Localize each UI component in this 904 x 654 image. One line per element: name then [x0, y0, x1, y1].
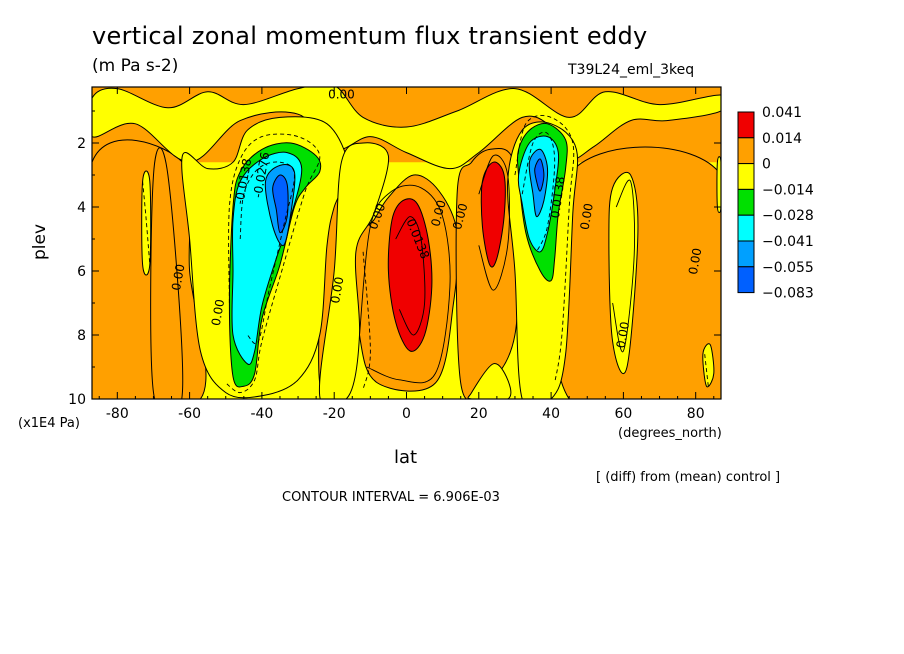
region-blue: [272, 174, 289, 234]
x-tick-label: 20: [470, 406, 488, 422]
x-axis: -80 -60 -40 -20 0 20 40 60 80: [98, 87, 715, 422]
color-legend: 0.041 0.014 0 −0.014 −0.028 −0.041 −0.055 −0.08…: [737, 105, 814, 302]
x-tick-label: -80: [106, 406, 129, 422]
region-yellow: [318, 142, 390, 399]
contour-labels: 0.000.000.000.000.00 0.00 0.00 0.000.000.00…: [169, 88, 704, 350]
region-yellow: [702, 343, 715, 388]
contour-line-negative: [704, 354, 709, 387]
x-tick-label: 0: [402, 406, 411, 422]
legend-swatch-cyan: [737, 214, 755, 242]
x-tick-label: -20: [323, 406, 346, 422]
contour-label: 0.00: [686, 247, 704, 276]
contour-label: 0.00: [428, 199, 448, 228]
contour-line-negative: [521, 131, 556, 252]
region-orange: [549, 146, 721, 399]
x-tick-label: 40: [542, 406, 560, 422]
region-orange: [150, 147, 184, 399]
region-yellow: [716, 156, 721, 214]
x-axis-label: lat: [394, 447, 418, 468]
legend-swatch-yellow: [737, 163, 755, 190]
legend-label: 0.014: [762, 131, 802, 147]
legend-label: 0.041: [762, 105, 802, 121]
contour-line-negative: [239, 161, 295, 345]
x-tick-label: 80: [687, 406, 705, 422]
legend-swatch-light_blue: [737, 240, 755, 268]
contour-label: 0.00: [578, 202, 596, 231]
region-red: [480, 161, 506, 268]
contour-line-negative: [225, 133, 321, 394]
contour-label: 0.00: [328, 276, 346, 305]
contour-label: 0.0138: [548, 176, 568, 220]
contour-lines: [142, 115, 709, 394]
y-tick-label: 6: [77, 264, 86, 280]
contour-label: 0.00: [169, 263, 187, 292]
legend-label: −0.083: [762, 286, 814, 302]
x-axis-unit: (degrees_north): [618, 426, 722, 441]
legend-label: −0.014: [762, 182, 814, 198]
legend-label: −0.055: [762, 260, 814, 276]
contour-line-positive: [478, 154, 510, 291]
chart-subtitle: (m Pa s-2): [92, 56, 179, 76]
contour-interval: CONTOUR INTERVAL = 6.906E-03: [282, 490, 500, 505]
comparison-note: [ (diff) from (mean) control ]: [596, 470, 781, 485]
legend-swatch-red: [737, 111, 755, 139]
legend-swatch-green: [737, 188, 755, 216]
legend-swatch-orange: [737, 137, 755, 165]
filled-regions: [92, 87, 721, 399]
contour-line-negative: [142, 181, 151, 265]
contour-label: 0.00: [450, 202, 470, 231]
x-tick-label: 60: [614, 406, 632, 422]
y-axis-unit: (x1E4 Pa): [18, 416, 80, 431]
legend-label: −0.041: [762, 234, 814, 250]
contour-line-positive: [612, 179, 636, 353]
legend-label: 0: [762, 157, 771, 173]
y-tick-label: 8: [77, 328, 86, 344]
region-blue: [534, 158, 545, 192]
x-tick-label: -60: [178, 406, 201, 422]
contour-label: 0.00: [209, 298, 227, 327]
chart-title: vertical zonal momentum flux transient e…: [92, 22, 648, 50]
y-tick-label: 10: [68, 392, 86, 408]
legend-swatch-blue: [737, 266, 755, 294]
y-axis: 2 4 6 8 10: [68, 110, 721, 408]
run-label: T39L24_eml_3keq: [568, 62, 695, 78]
contour-label: 0.00: [328, 88, 355, 102]
y-tick-label: 2: [77, 136, 86, 152]
contour-line-positive: [359, 184, 451, 384]
y-tick-label: 4: [77, 200, 86, 216]
contour-label: 0.00: [614, 321, 632, 350]
contour-line-positive: [395, 216, 426, 336]
legend-label: −0.028: [762, 208, 814, 224]
contour-line-negative: [514, 115, 575, 384]
x-tick-label: -40: [250, 406, 273, 422]
